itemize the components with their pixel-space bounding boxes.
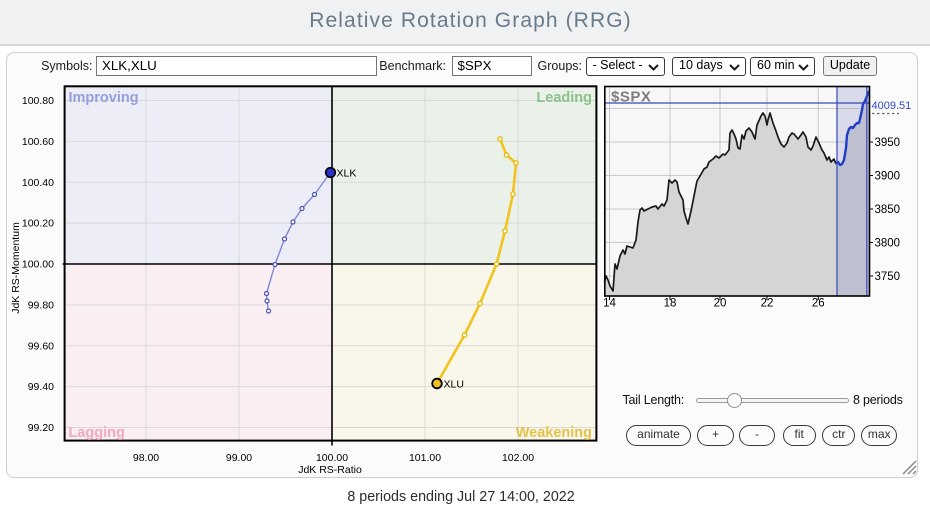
svg-text:100.00: 100.00 (22, 259, 54, 271)
svg-text:22: 22 (761, 298, 774, 310)
svg-text:3850: 3850 (875, 204, 901, 216)
svg-text:99.40: 99.40 (28, 381, 54, 393)
svg-text:JdK RS-Ratio: JdK RS-Ratio (298, 464, 362, 476)
svg-text:20: 20 (714, 298, 727, 310)
svg-text:Lagging: Lagging (69, 425, 125, 441)
svg-text:XLK: XLK (337, 168, 357, 180)
svg-text:3950: 3950 (875, 137, 901, 149)
svg-text:Weakening: Weakening (516, 425, 592, 441)
svg-text:99.20: 99.20 (28, 422, 54, 434)
svg-text:Leading: Leading (536, 90, 592, 106)
svg-text:102.00: 102.00 (502, 452, 534, 464)
svg-text:3800: 3800 (875, 238, 901, 250)
svg-text:Improving: Improving (69, 90, 139, 106)
svg-text:100.40: 100.40 (22, 177, 54, 189)
svg-text:XLU: XLU (444, 379, 464, 391)
svg-text:18: 18 (664, 298, 677, 310)
svg-text:100.60: 100.60 (22, 136, 54, 148)
svg-text:99.00: 99.00 (226, 452, 252, 464)
svg-text:26: 26 (812, 298, 825, 310)
svg-text:99.80: 99.80 (28, 299, 54, 311)
svg-text:100.80: 100.80 (22, 95, 54, 107)
svg-text:99.60: 99.60 (28, 340, 54, 352)
svg-text:JdK RS-Momentum: JdK RS-Momentum (10, 222, 22, 314)
svg-text:100.20: 100.20 (22, 218, 54, 230)
svg-text:3900: 3900 (875, 171, 901, 183)
svg-text:$SPX: $SPX (611, 89, 651, 106)
svg-text:101.00: 101.00 (409, 452, 441, 464)
svg-text:98.00: 98.00 (133, 452, 159, 464)
svg-text:14: 14 (603, 298, 616, 310)
svg-text:4009.51: 4009.51 (872, 100, 912, 112)
svg-text:100.00: 100.00 (316, 452, 348, 464)
svg-text:3750: 3750 (875, 271, 901, 283)
